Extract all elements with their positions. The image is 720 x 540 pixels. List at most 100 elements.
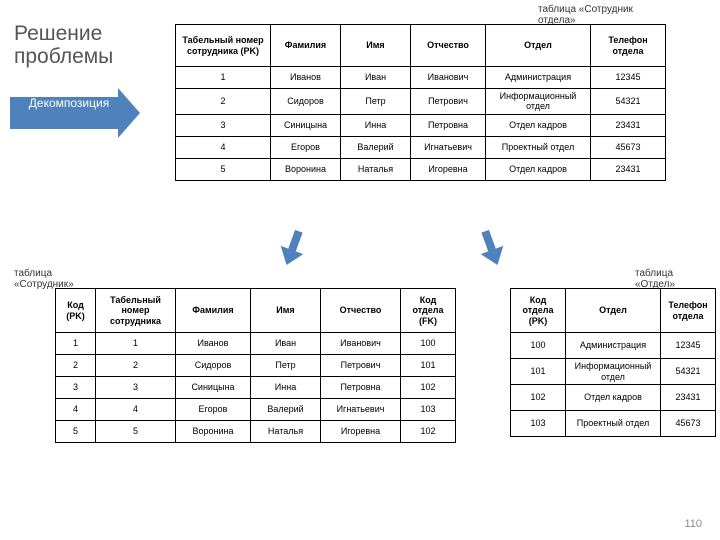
cell: Петровна: [321, 377, 401, 399]
cell: Игоревна: [411, 158, 486, 180]
cell: Отдел кадров: [486, 158, 591, 180]
cell: Петр: [341, 89, 411, 115]
cell: Валерий: [251, 399, 321, 421]
employee-department-table: Табельный номер сотрудника (PK)ФамилияИм…: [175, 24, 666, 181]
cell: Проектный отдел: [566, 411, 661, 437]
decomposition-label: Декомпозиция: [14, 97, 124, 111]
page-number: 110: [684, 518, 702, 530]
table-row: 33СиницынаИннаПетровна102: [56, 377, 456, 399]
col-header: Телефон отдела: [661, 289, 716, 333]
arrow-head: [481, 246, 509, 269]
cell: 23431: [661, 385, 716, 411]
table-row: 4ЕгоровВалерийИгнатьевичПроектный отдел4…: [176, 136, 666, 158]
arrow-head: [275, 246, 303, 269]
cell: Наталья: [341, 158, 411, 180]
cell: Игнатьевич: [321, 399, 401, 421]
title-line2: проблемы: [14, 45, 113, 68]
cell: 23431: [591, 158, 666, 180]
cell: 102: [511, 385, 566, 411]
cell: 1: [96, 333, 176, 355]
cell: 45673: [661, 411, 716, 437]
cell: 101: [511, 359, 566, 385]
cell: 5: [56, 421, 96, 443]
cell: Отдел кадров: [566, 385, 661, 411]
slide-title: Решение проблемы: [14, 22, 113, 68]
department-table: Код отдела (PK)ОтделТелефон отдела100Адм…: [510, 288, 716, 437]
cell: 2: [176, 89, 271, 115]
cell: Иванов: [176, 333, 251, 355]
cell: 102: [401, 377, 456, 399]
col-header: Код (PK): [56, 289, 96, 333]
cell: Иван: [251, 333, 321, 355]
caption-right-table: таблица «Отдел»: [635, 268, 715, 290]
cell: Петровна: [411, 114, 486, 136]
col-header: Табельный номер сотрудника: [96, 289, 176, 333]
cell: 4: [96, 399, 176, 421]
table-row: 22СидоровПетрПетрович101: [56, 355, 456, 377]
cell: Петр: [251, 355, 321, 377]
table-row: 102Отдел кадров23431: [511, 385, 716, 411]
cell: Администрация: [566, 333, 661, 359]
cell: Инна: [251, 377, 321, 399]
cell: Игоревна: [321, 421, 401, 443]
cell: 1: [56, 333, 96, 355]
col-header: Фамилия: [176, 289, 251, 333]
cell: 3: [96, 377, 176, 399]
cell: 103: [511, 411, 566, 437]
cell: Иванович: [321, 333, 401, 355]
table-row: 2СидоровПетрПетровичИнформационный отдел…: [176, 89, 666, 115]
title-line1: Решение: [14, 22, 102, 45]
cell: 2: [96, 355, 176, 377]
cell: 12345: [591, 67, 666, 89]
cell: 54321: [591, 89, 666, 115]
cell: 3: [56, 377, 96, 399]
cell: Информационный отдел: [486, 89, 591, 115]
cell: 4: [56, 399, 96, 421]
col-header: Отдел: [486, 25, 591, 67]
table-row: 11ИвановИванИванович100: [56, 333, 456, 355]
decomposition-arrow: Декомпозиция: [10, 88, 140, 138]
cell: 2: [56, 355, 96, 377]
table-row: 44ЕгоровВалерийИгнатьевич103: [56, 399, 456, 421]
employee-table: Код (PK)Табельный номер сотрудникаФамили…: [55, 288, 456, 443]
table-row: 3СиницынаИннаПетровнаОтдел кадров23431: [176, 114, 666, 136]
table-row: 100Администрация12345: [511, 333, 716, 359]
cell: Сидоров: [271, 89, 341, 115]
down-arrow-right: [474, 227, 510, 273]
cell: 45673: [591, 136, 666, 158]
cell: Наталья: [251, 421, 321, 443]
cell: 12345: [661, 333, 716, 359]
table-row: 1ИвановИванИвановичАдминистрация12345: [176, 67, 666, 89]
col-header: Код отдела (PK): [511, 289, 566, 333]
cell: Информационный отдел: [566, 359, 661, 385]
caption-left-table: таблица «Сотрудник»: [14, 268, 94, 290]
cell: Отдел кадров: [486, 114, 591, 136]
col-header: Отдел: [566, 289, 661, 333]
cell: 103: [401, 399, 456, 421]
table-row: 5ВоронинаНатальяИгоревнаОтдел кадров2343…: [176, 158, 666, 180]
down-arrow-left: [274, 227, 310, 273]
cell: 4: [176, 136, 271, 158]
cell: Синицына: [271, 114, 341, 136]
cell: 3: [176, 114, 271, 136]
col-header: Код отдела (FK): [401, 289, 456, 333]
cell: Сидоров: [176, 355, 251, 377]
cell: Проектный отдел: [486, 136, 591, 158]
col-header: Имя: [341, 25, 411, 67]
table-row: 103Проектный отдел45673: [511, 411, 716, 437]
cell: 100: [511, 333, 566, 359]
cell: Инна: [341, 114, 411, 136]
cell: Петрович: [321, 355, 401, 377]
cell: 101: [401, 355, 456, 377]
cell: 102: [401, 421, 456, 443]
col-header: Отчество: [321, 289, 401, 333]
cell: 100: [401, 333, 456, 355]
table-row: 55ВоронинаНатальяИгоревна102: [56, 421, 456, 443]
col-header: Табельный номер сотрудника (PK): [176, 25, 271, 67]
cell: 5: [96, 421, 176, 443]
arrow-head: [118, 88, 140, 138]
cell: Петрович: [411, 89, 486, 115]
cell: Иван: [341, 67, 411, 89]
cell: Егоров: [271, 136, 341, 158]
cell: Воронина: [176, 421, 251, 443]
